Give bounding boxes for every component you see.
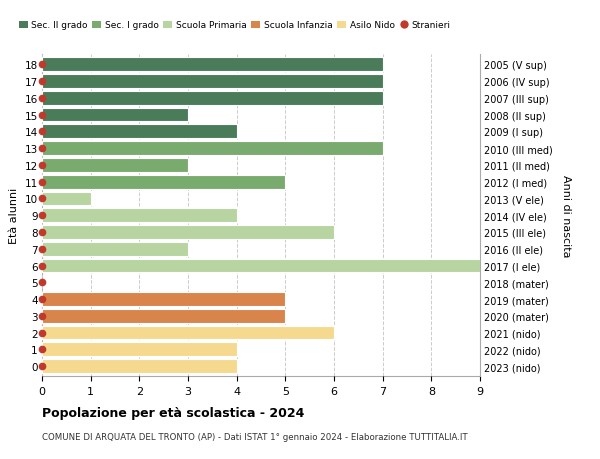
Bar (42, 242, 188, 256)
Bar (42, 175, 286, 189)
Bar (42, 326, 334, 340)
Bar (42, 125, 236, 139)
Bar (42, 343, 236, 357)
Bar (42, 75, 383, 89)
Bar (42, 92, 383, 106)
Bar (42, 58, 383, 72)
Bar (42, 292, 286, 306)
Text: COMUNE DI ARQUATA DEL TRONTO (AP) - Dati ISTAT 1° gennaio 2024 - Elaborazione TU: COMUNE DI ARQUATA DEL TRONTO (AP) - Dati… (42, 432, 467, 442)
Text: Popolazione per età scolastica - 2024: Popolazione per età scolastica - 2024 (42, 406, 304, 419)
Y-axis label: Anni di nascita: Anni di nascita (561, 174, 571, 257)
Bar (42, 359, 236, 373)
Bar (42, 159, 188, 173)
Bar (42, 108, 188, 122)
Bar (42, 142, 383, 156)
Bar (42, 259, 480, 273)
Y-axis label: Età alunni: Età alunni (9, 188, 19, 244)
Bar (42, 309, 286, 323)
Bar (42, 226, 334, 239)
Legend: Sec. II grado, Sec. I grado, Scuola Primaria, Scuola Infanzia, Asilo Nido, Stran: Sec. II grado, Sec. I grado, Scuola Prim… (15, 18, 454, 34)
Bar (42, 192, 91, 206)
Bar (42, 209, 236, 223)
